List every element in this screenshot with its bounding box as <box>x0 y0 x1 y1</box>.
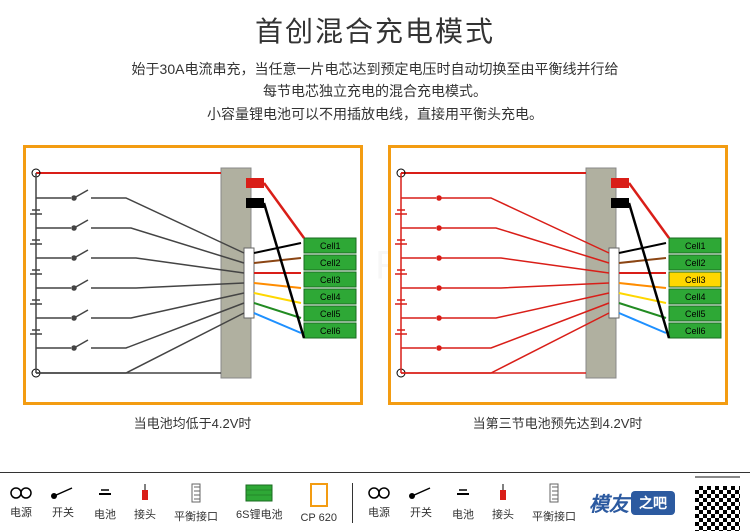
svg-text:Cell6: Cell6 <box>685 326 706 336</box>
legend-balance-port: 平衡接口 <box>174 482 218 524</box>
legend-cp620: CP 620 <box>300 482 337 524</box>
diagram-right: Cell1 Cell2 Cell3 Cell4 Cell5 Cell6 当第三节电池预先达… <box>388 145 728 432</box>
svg-text:Cell2: Cell2 <box>320 258 341 268</box>
legend-label: 接头 <box>492 506 514 522</box>
legend-label: 平衡接口 <box>174 508 218 524</box>
legend-label: 接头 <box>134 506 156 522</box>
legend-battery: 电池 <box>452 484 474 522</box>
svg-text:Cell1: Cell1 <box>320 241 341 251</box>
svg-text:Cell3: Cell3 <box>320 275 341 285</box>
brand-area: 模友 之吧 <box>589 474 740 531</box>
connector-icon <box>497 484 509 502</box>
legend-divider <box>352 483 353 523</box>
qr-code-icon <box>695 486 740 531</box>
battery-icon <box>98 484 112 502</box>
svg-text:Cell5: Cell5 <box>685 309 706 319</box>
description: 始于30A电流串充，当任意一片电芯达到预定电压时自动切换至由平衡线并行给 每节电… <box>0 58 750 125</box>
main-title: 首创混合充电模式 <box>0 10 750 50</box>
diagram-left: Cell1 Cell2 Cell3 Cell4 Cell5 Cell6 当电池均低于4.2… <box>23 145 363 432</box>
balance-port-icon <box>190 482 202 504</box>
desc-line1: 始于30A电流串充，当任意一片电芯达到预定电压时自动切换至由平衡线并行给 <box>0 58 750 80</box>
legend-label: 电池 <box>452 506 474 522</box>
legend-power: 电源 <box>368 486 390 520</box>
circuit-left: Cell1 Cell2 Cell3 Cell4 Cell5 Cell6 <box>26 148 360 402</box>
switch-icon <box>50 486 76 500</box>
legend-label: 平衡接口 <box>532 508 576 524</box>
6s-pack-icon <box>245 484 273 502</box>
svg-text:Cell4: Cell4 <box>320 292 341 302</box>
legend-power: 电源 <box>10 486 32 520</box>
svg-text:Cell3: Cell3 <box>685 275 706 285</box>
legend-label: 电池 <box>94 506 116 522</box>
caption-right: 当第三节电池预先达到4.2V时 <box>388 413 728 432</box>
legend-left: 电源 开关 电池 接头 平衡接口 6S锂电池 CP 620 <box>10 482 337 524</box>
legend-label: 电源 <box>368 504 390 520</box>
balance-port-icon <box>548 482 560 504</box>
circuit-right: Cell1 Cell2 Cell3 Cell4 Cell5 Cell6 <box>391 148 725 402</box>
desc-line3: 小容量锂电池可以不用插放电线，直接用平衡头充电。 <box>0 103 750 125</box>
caption-left: 当电池均低于4.2V时 <box>23 413 363 432</box>
qr-top-line <box>695 476 740 478</box>
legend-balance-port: 平衡接口 <box>532 482 576 524</box>
legend-right: 电源 开关 电池 接头 平衡接口 <box>368 482 576 524</box>
svg-text:Cell5: Cell5 <box>320 309 341 319</box>
legend-switch: 开关 <box>50 486 76 520</box>
switch-icon <box>408 486 434 500</box>
legend-label: 6S锂电池 <box>236 506 282 522</box>
legend-label: 开关 <box>410 504 432 520</box>
logo-text1: 模友 <box>589 488 629 517</box>
qr-block <box>695 474 740 531</box>
legend-label: 电源 <box>10 504 32 520</box>
legend-battery: 电池 <box>94 484 116 522</box>
desc-line2: 每节电芯独立充电的混合充电模式。 <box>0 80 750 102</box>
legend-connector: 接头 <box>134 484 156 522</box>
legend-connector: 接头 <box>492 484 514 522</box>
legend-label: 开关 <box>52 504 74 520</box>
svg-text:Cell2: Cell2 <box>685 258 706 268</box>
logo: 模友 之吧 <box>589 488 675 517</box>
svg-text:Cell6: Cell6 <box>320 326 341 336</box>
legend-switch: 开关 <box>408 486 434 520</box>
battery-icon <box>456 484 470 502</box>
legend-bar: 电源 开关 电池 接头 平衡接口 6S锂电池 CP 620 电源 开关 电池 接头 平衡接口 模友 … <box>0 472 750 532</box>
diagrams-row: Cell1 Cell2 Cell3 Cell4 Cell5 Cell6 当电池均低于4.2… <box>0 145 750 432</box>
svg-text:Cell4: Cell4 <box>685 292 706 302</box>
legend-6s-pack: 6S锂电池 <box>236 484 282 522</box>
legend-label: CP 620 <box>300 512 337 524</box>
power-icon <box>10 486 32 500</box>
power-icon <box>368 486 390 500</box>
logo-text2: 之吧 <box>631 491 675 515</box>
connector-icon <box>139 484 151 502</box>
svg-text:Cell1: Cell1 <box>685 241 706 251</box>
header: 首创混合充电模式 始于30A电流串充，当任意一片电芯达到预定电压时自动切换至由平… <box>0 0 750 125</box>
cp620-icon <box>309 482 329 508</box>
